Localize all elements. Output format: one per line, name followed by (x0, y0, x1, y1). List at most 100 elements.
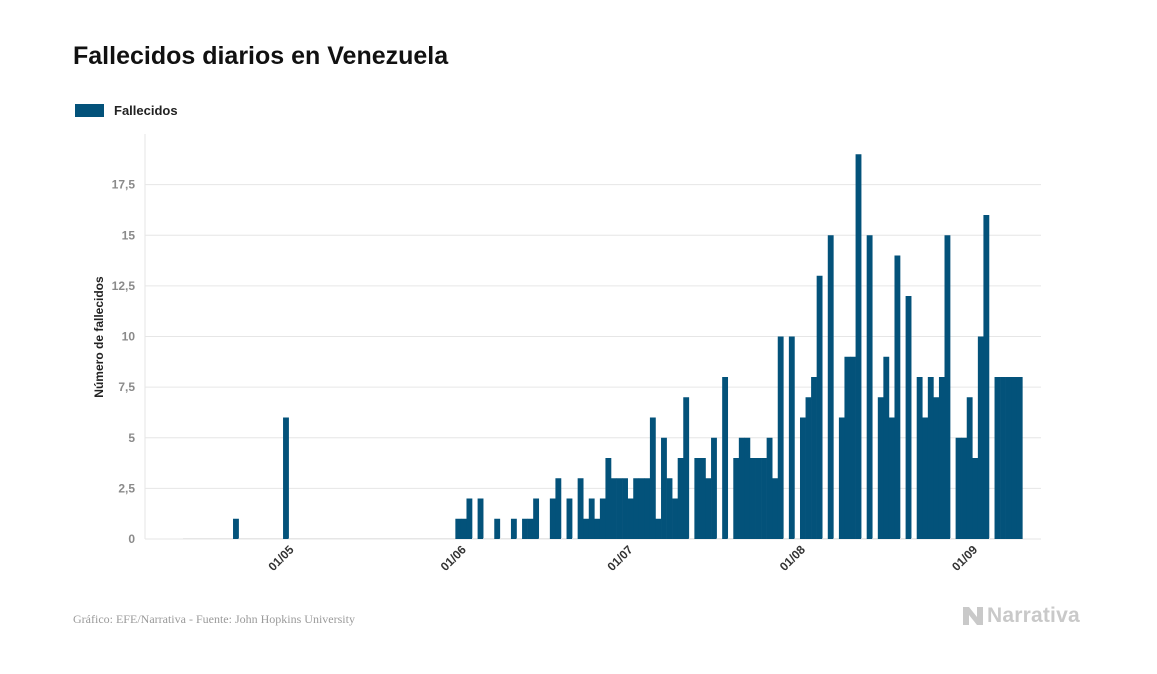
bar (1005, 377, 1012, 539)
bar (883, 356, 890, 539)
legend-label: Fallecidos (114, 103, 178, 118)
bar (783, 538, 790, 539)
bar (649, 417, 656, 539)
bar (922, 417, 929, 539)
bar (188, 538, 195, 539)
bar (633, 478, 640, 539)
bar (911, 538, 918, 539)
bar (705, 478, 712, 539)
bar (977, 336, 984, 539)
bar (577, 478, 584, 539)
bar (694, 458, 701, 539)
bar (483, 538, 490, 539)
x-tick-label: 01/08 (777, 542, 808, 573)
bar (288, 538, 295, 539)
bar (877, 397, 884, 539)
bar (516, 538, 523, 539)
bar (194, 538, 200, 539)
bar (727, 538, 734, 539)
bar (360, 538, 367, 539)
bar (622, 478, 628, 539)
bar (1000, 377, 1006, 539)
bar (611, 478, 617, 539)
bar (972, 458, 979, 539)
bar (599, 498, 606, 539)
x-tick-label: 01/07 (605, 542, 636, 573)
bar (405, 538, 412, 539)
bar (388, 538, 395, 539)
bar (938, 377, 945, 539)
bar (449, 538, 456, 539)
bar (822, 538, 829, 539)
bar (255, 538, 262, 539)
bar (816, 275, 823, 539)
bar (722, 377, 729, 539)
bar (627, 498, 634, 539)
bar (661, 437, 667, 539)
bar (538, 538, 545, 539)
bar (983, 215, 990, 539)
bar (283, 417, 289, 539)
bar (788, 336, 795, 539)
y-tick-label: 0 (128, 532, 135, 546)
y-tick-label: 12,5 (112, 279, 136, 293)
y-tick-label: 7,5 (118, 380, 135, 394)
bar (305, 538, 312, 539)
bar (605, 458, 612, 539)
bar (455, 518, 462, 539)
bar (488, 538, 495, 539)
bar (310, 538, 317, 539)
bar (355, 538, 362, 539)
bar (221, 538, 228, 539)
bar (672, 498, 678, 539)
bar (527, 518, 534, 539)
bar (888, 417, 895, 539)
bar (777, 336, 784, 539)
bar (499, 538, 506, 539)
bar (510, 518, 517, 539)
bar (616, 478, 623, 539)
bar (905, 296, 912, 539)
bar (410, 538, 417, 539)
bar (494, 518, 501, 539)
bar (1011, 377, 1018, 539)
bar (383, 538, 389, 539)
bar (805, 397, 812, 539)
bar (433, 538, 439, 539)
bar (377, 538, 384, 539)
bar (916, 377, 923, 539)
y-tick-label: 10 (122, 330, 136, 344)
x-tick-label: 01/05 (265, 542, 296, 573)
bar (266, 538, 273, 539)
bar (766, 437, 773, 539)
x-tick-label: 01/06 (438, 542, 469, 573)
bar (738, 437, 745, 539)
bar (472, 538, 478, 539)
x-tick-label: 01/09 (949, 542, 980, 573)
bar (205, 538, 212, 539)
bar (966, 397, 973, 539)
bar (572, 538, 578, 539)
legend-swatch (75, 104, 104, 117)
bar (233, 518, 239, 539)
bar (716, 538, 723, 539)
bar (277, 538, 284, 539)
bar (460, 518, 467, 539)
bar (199, 538, 206, 539)
bar (833, 538, 840, 539)
bar (688, 538, 695, 539)
bar (344, 538, 351, 539)
source-note: Gráfico: EFE/Narrativa - Fuente: John Ho… (73, 612, 355, 626)
bar (333, 538, 339, 539)
bar (894, 255, 901, 539)
bar (955, 437, 962, 539)
bar (366, 538, 373, 539)
bar (827, 235, 834, 539)
bar (744, 437, 751, 539)
y-tick-label: 2,5 (118, 481, 135, 495)
bar (394, 538, 401, 539)
bar (583, 518, 590, 539)
bar (183, 538, 189, 539)
bar (683, 397, 690, 539)
bar (444, 538, 451, 539)
